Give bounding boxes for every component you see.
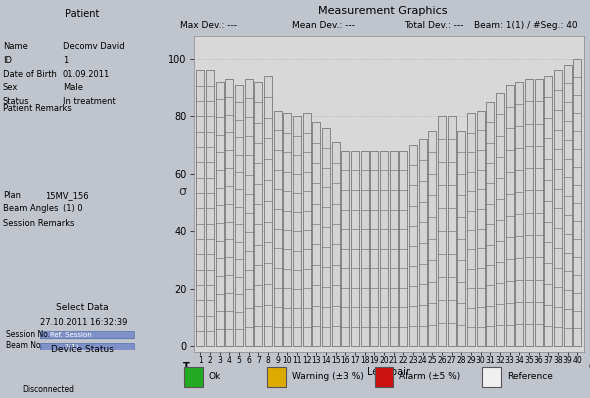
Text: Disconnected: Disconnected [22,385,74,394]
Text: Total Dev.: ---: Total Dev.: --- [404,21,463,30]
Text: Ok: Ok [209,372,221,380]
Bar [389,151,398,347]
Bar [477,111,484,347]
Bar [428,131,436,347]
Text: Ref. Session: Ref. Session [50,332,92,338]
Text: Name: Name [3,42,28,51]
Bar [303,113,310,347]
Bar [438,116,446,347]
Text: Mean Dev.: ---: Mean Dev.: --- [292,21,355,30]
Text: In treatment: In treatment [63,98,116,106]
Bar [448,116,455,347]
FancyBboxPatch shape [375,367,394,387]
Bar [322,128,330,347]
Bar [486,102,494,347]
Bar [283,113,291,347]
Text: Sex: Sex [3,84,18,92]
Bar [467,113,475,347]
Bar [506,85,514,347]
X-axis label: Leaf pair: Leaf pair [368,367,410,377]
Bar [206,70,214,347]
Text: Select Data: Select Data [56,303,109,312]
Bar [245,79,253,347]
FancyBboxPatch shape [184,367,203,387]
Bar [573,59,581,347]
Text: (1) 0: (1) 0 [63,204,83,213]
Bar [399,151,407,347]
Text: 27.10.2011 16:32:39: 27.10.2011 16:32:39 [40,318,128,327]
Text: 1(1): 1(1) [64,344,78,350]
Bar [409,145,417,347]
Bar [525,79,533,347]
Bar [371,151,378,347]
Text: Beam: 1(1) / #Seg.: 40: Beam: 1(1) / #Seg.: 40 [474,21,578,30]
Bar [380,151,388,347]
Bar [419,139,427,347]
Text: Session Remarks: Session Remarks [3,219,74,228]
Text: Beam Angles: Beam Angles [3,204,58,213]
Bar [312,122,320,347]
Bar [545,76,552,347]
Bar [216,82,224,347]
FancyBboxPatch shape [40,343,135,351]
Text: Status: Status [3,98,30,106]
Text: Male: Male [63,84,83,92]
Bar [293,116,301,347]
Text: Measurement Graphics: Measurement Graphics [318,6,448,16]
Text: Plan: Plan [3,191,21,200]
Bar [563,64,572,347]
FancyBboxPatch shape [40,332,135,339]
Bar [332,142,340,347]
Text: 01.09.2011: 01.09.2011 [63,70,110,78]
Text: Device Status: Device Status [51,345,114,354]
Text: Patient: Patient [65,9,100,19]
FancyBboxPatch shape [267,367,286,387]
Bar [360,151,369,347]
Bar [351,151,359,347]
Bar [264,76,272,347]
Bar [235,85,243,347]
Text: Session No.: Session No. [6,330,50,339]
Text: Max Dev.: ---: Max Dev.: --- [180,21,237,30]
Bar [535,79,543,347]
Text: σ: σ [178,185,186,197]
Text: Date of Birth: Date of Birth [3,70,57,78]
Text: Reference: Reference [507,372,553,380]
FancyBboxPatch shape [482,367,501,387]
Bar [254,82,263,347]
Bar [496,94,504,347]
Text: Warning (±3 %): Warning (±3 %) [292,372,363,380]
Bar [274,111,281,347]
Text: G: G [588,362,590,372]
Text: T: T [183,362,189,372]
Text: 15MV_156: 15MV_156 [45,191,88,200]
Bar [457,131,466,347]
Text: Patient Remarks: Patient Remarks [3,104,72,113]
Text: Beam No.: Beam No. [6,341,43,351]
Bar [554,70,562,347]
Bar [225,79,233,347]
Text: 1: 1 [63,56,68,64]
Text: Decomv David: Decomv David [63,42,124,51]
Bar [515,82,523,347]
Text: Alarm (±5 %): Alarm (±5 %) [399,372,461,380]
Text: ID: ID [3,56,12,64]
Bar [196,70,204,347]
Bar [342,151,349,347]
